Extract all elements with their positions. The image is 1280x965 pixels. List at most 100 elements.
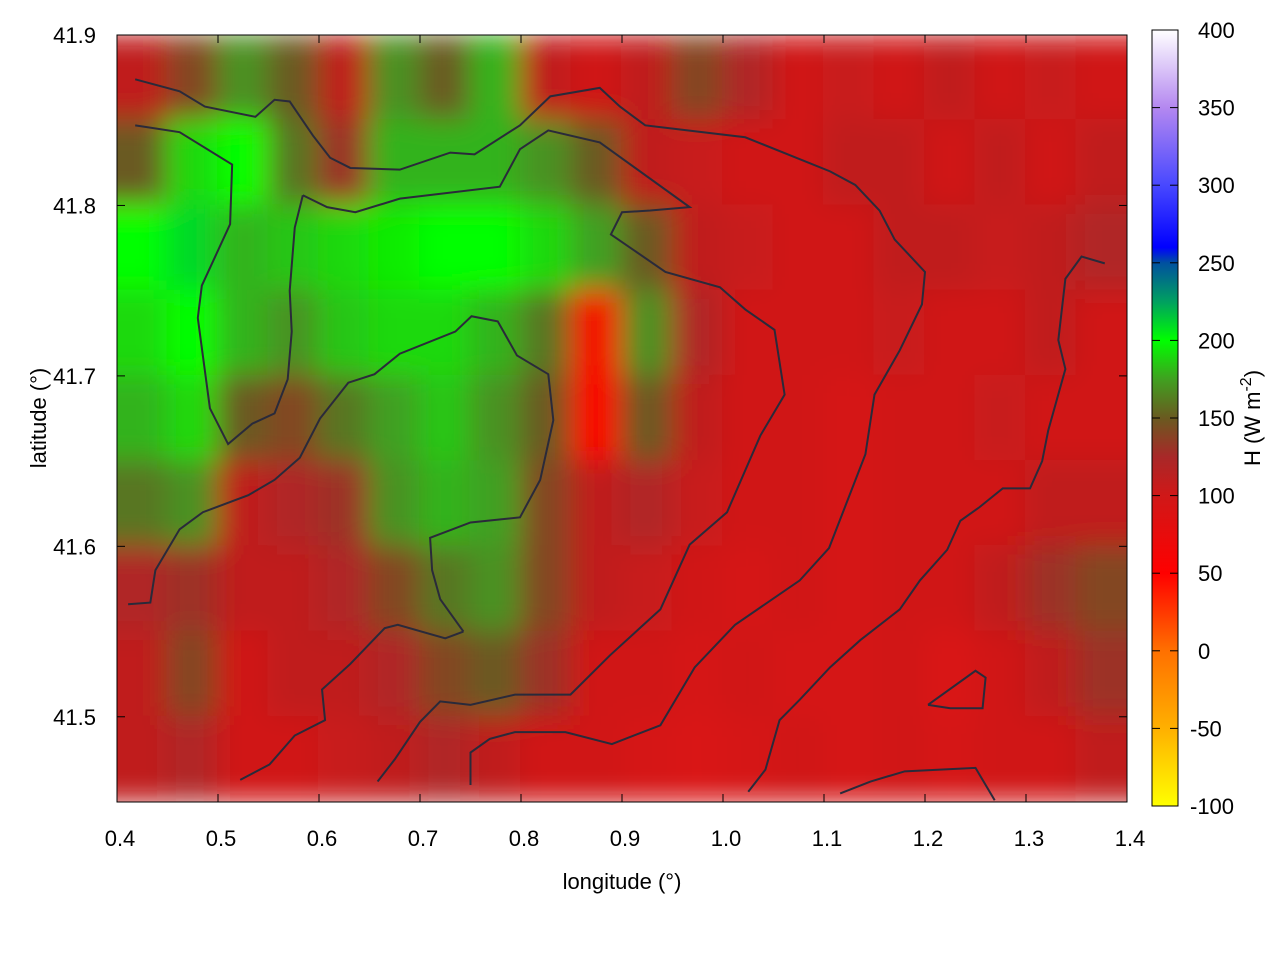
heatmap-cell — [520, 289, 573, 377]
heatmap-cell — [570, 119, 623, 207]
heatmap-cell — [1025, 289, 1078, 377]
heatmap-cell — [166, 545, 219, 633]
heatmap-cell — [823, 35, 876, 122]
heatmap-cell — [621, 715, 674, 802]
heatmap-cell — [217, 630, 270, 718]
heatmap-cell — [671, 545, 724, 633]
colorbar-tick-label: -100 — [1190, 794, 1234, 819]
heatmap-cell — [520, 545, 573, 633]
heatmap-cell — [873, 630, 926, 718]
contour-line — [747, 255, 1106, 793]
heatmap-cell — [722, 545, 775, 633]
heatmap-cell — [267, 630, 320, 718]
heatmap-cell — [772, 460, 825, 548]
heatmap-cell — [671, 715, 724, 802]
heatmap-cell — [520, 35, 573, 122]
heatmap-cell — [1075, 460, 1127, 548]
heatmap-cell — [117, 119, 169, 207]
heatmap-cell — [469, 204, 522, 292]
heatmap-cell — [924, 35, 977, 122]
heatmap-cell — [217, 35, 270, 122]
heatmap-cell — [974, 289, 1027, 377]
heatmap-cell — [1075, 204, 1127, 292]
heatmap-cell — [469, 289, 522, 377]
heatmap-cell — [873, 204, 926, 292]
heatmap-cell — [368, 630, 421, 718]
colorbar-tick-label: 100 — [1198, 484, 1235, 509]
x-tick-label: 0.5 — [206, 826, 237, 851]
heatmap-cell — [267, 460, 320, 548]
heatmap-cell — [318, 545, 371, 633]
heatmap-cell — [924, 545, 977, 633]
y-tick-label: 41.7 — [53, 364, 96, 389]
heatmap-cell — [621, 545, 674, 633]
heatmap-cell — [1075, 715, 1127, 802]
heatmap-cell — [217, 204, 270, 292]
heatmap-cell — [1025, 119, 1078, 207]
y-axis-ticks: 41.5 41.6 41.7 41.8 41.9 — [53, 23, 1127, 730]
colorbar-tick-label: 0 — [1198, 639, 1210, 664]
heatmap-cell — [772, 119, 825, 207]
heatmap-cell — [873, 35, 926, 122]
y-tick-label: 41.8 — [53, 193, 96, 218]
colorbar-tick-label: 200 — [1198, 328, 1235, 353]
heatmap-cell — [570, 289, 623, 377]
heatmap-cell — [772, 715, 825, 802]
heatmap-cell — [772, 630, 825, 718]
x-tick-label: 1.1 — [812, 826, 843, 851]
contour-line — [302, 129, 786, 783]
heatmap-cell — [924, 289, 977, 377]
heatmap-cell — [368, 545, 421, 633]
heatmap-cell — [1025, 545, 1078, 633]
y-tick-label: 41.9 — [53, 23, 96, 48]
heatmap-cell — [974, 119, 1027, 207]
heatmap-cell — [570, 374, 623, 463]
heatmap-cell — [974, 35, 1027, 122]
heatmap-cell — [772, 35, 825, 122]
x-tick-label: 0.9 — [610, 826, 641, 851]
heatmap-cell — [671, 35, 724, 122]
heatmap-cell — [570, 630, 623, 718]
heatmap-cells — [117, 35, 1127, 802]
contour-line — [839, 766, 996, 801]
heatmap-cell — [621, 289, 674, 377]
heatmap-cell — [823, 374, 876, 463]
heatmap-cell — [823, 204, 876, 292]
y-tick-label: 41.5 — [53, 705, 96, 730]
heatmap-cell — [469, 119, 522, 207]
heatmap-cell — [1075, 35, 1127, 122]
heatmap-cell — [117, 545, 169, 633]
colorbar-ticks: 400 350 300 250 200 150 100 50 0 -50 -100 — [1152, 18, 1235, 819]
heatmap-cell — [671, 460, 724, 548]
heatmap-cell — [419, 715, 472, 802]
heatmap-cell — [924, 204, 977, 292]
heatmap-cell — [823, 715, 876, 802]
heatmap-cell — [823, 460, 876, 548]
heatmap-cell — [267, 715, 320, 802]
contour-lines — [128, 78, 1106, 801]
heatmap-cell — [419, 289, 472, 377]
heatmap-cell — [722, 35, 775, 122]
heatmap-cell — [722, 630, 775, 718]
heatmap-cell — [873, 545, 926, 633]
heatmap-cell — [570, 35, 623, 122]
heatmap-cell — [318, 630, 371, 718]
heatmap-cell — [823, 119, 876, 207]
colorbar-tick-label: -50 — [1190, 716, 1222, 741]
heatmap-cell — [117, 715, 169, 802]
heatmap-cell — [520, 374, 573, 463]
colorbar-tick-label: 350 — [1198, 96, 1235, 121]
heatmap-cell — [823, 545, 876, 633]
heatmap-cell — [722, 204, 775, 292]
y-tick-label: 41.6 — [53, 534, 96, 559]
heatmap-cell — [974, 204, 1027, 292]
heatmap-cell — [520, 630, 573, 718]
heatmap-cell — [166, 204, 219, 292]
contour-line — [134, 78, 927, 785]
heatmap-cell — [166, 460, 219, 548]
heatmap-cell — [217, 289, 270, 377]
heatmap-cell — [671, 289, 724, 377]
contour-line — [135, 124, 304, 446]
heatmap-cell — [368, 460, 421, 548]
heatmap-cell — [1025, 715, 1078, 802]
